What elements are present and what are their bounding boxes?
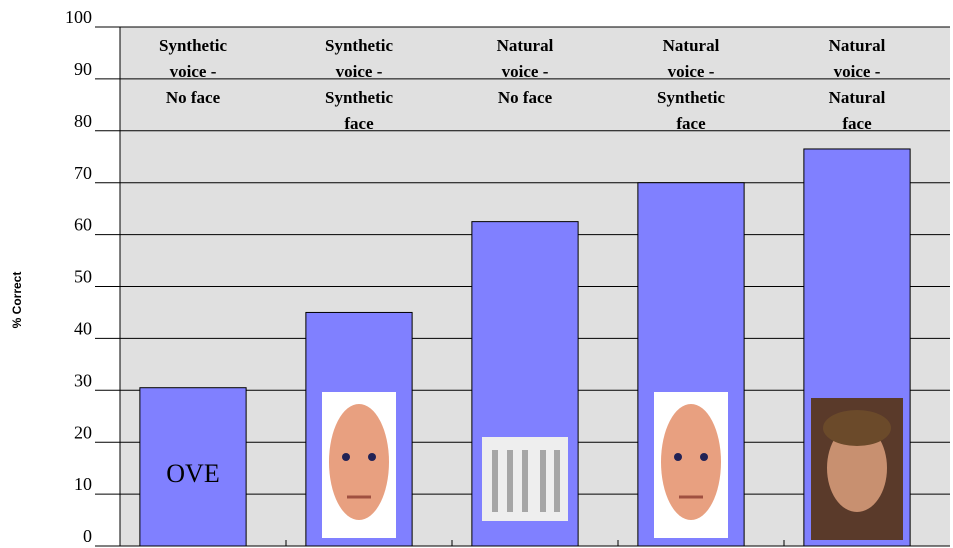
head: [329, 404, 389, 520]
spectrogram-band: [554, 450, 560, 512]
y-tick-label: 100: [65, 7, 92, 27]
face-image: [322, 392, 396, 538]
face-image: [811, 398, 903, 540]
y-tick-label: 90: [74, 59, 92, 79]
spectrogram-band: [540, 450, 546, 512]
x-category-label: Natural voice -No face: [497, 36, 554, 107]
y-tick-label: 50: [74, 267, 92, 287]
head: [661, 404, 721, 520]
y-tick-label: 80: [74, 111, 92, 131]
x-category-label: Synthetic voice -No face: [159, 36, 227, 107]
y-tick-label: 30: [74, 370, 92, 390]
eye: [674, 453, 682, 461]
eye: [342, 453, 350, 461]
photo-face: [827, 424, 887, 512]
spectrogram-band: [492, 450, 498, 512]
x-category-label: Natural voice -Natural face: [829, 36, 886, 133]
y-tick-label: 40: [74, 319, 92, 339]
y-tick-label: 20: [74, 422, 92, 442]
spectrogram-band: [522, 450, 528, 512]
y-tick-label: 60: [74, 215, 92, 235]
y-tick-label: 10: [74, 474, 92, 494]
y-axis-label: % Correct: [10, 272, 24, 329]
bar-annotation: OVE: [166, 459, 219, 488]
bar: [139, 387, 247, 547]
spectrogram-band: [507, 450, 513, 512]
photo-hair: [823, 410, 891, 446]
y-tick-label: 70: [74, 163, 92, 183]
eye: [368, 453, 376, 461]
y-tick-label: 0: [83, 526, 92, 546]
eye: [700, 453, 708, 461]
x-category-label: Natural voice -Synthetic face: [657, 36, 725, 133]
face-image: [654, 392, 728, 538]
x-category-label: Synthetic voice -Synthetic face: [325, 36, 393, 133]
